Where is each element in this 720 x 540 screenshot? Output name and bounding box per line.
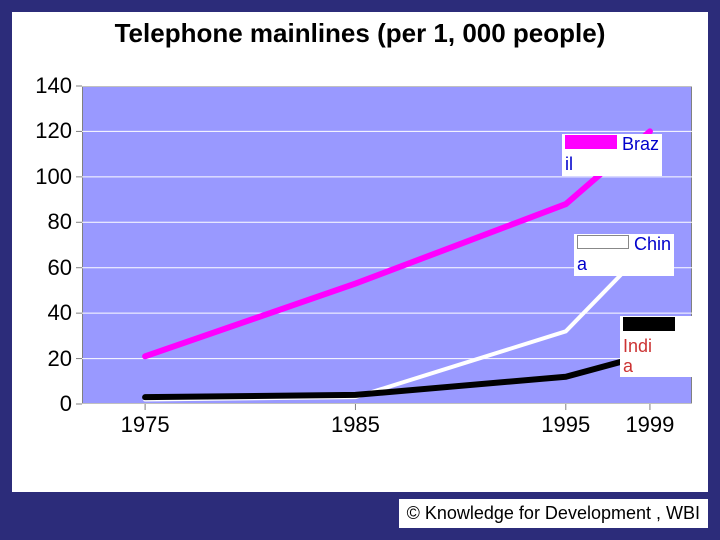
y-tick-label: 80 [22,209,72,235]
y-tick-label: 0 [22,391,72,417]
x-tick-label: 1995 [541,412,590,438]
credit-label: © Knowledge for Development , WBI [399,499,708,528]
legend-swatch [565,135,617,149]
slide-frame: Telephone mainlines (per 1, 000 people) … [0,0,720,540]
legend-text-line1: Braz [622,134,659,154]
y-tick-label: 40 [22,300,72,326]
legend-brazil: Braz il [562,134,662,176]
legend-text-line2: a [577,254,587,274]
x-tick-label: 1985 [331,412,380,438]
y-tick-label: 140 [22,73,72,99]
y-tick-label: 60 [22,255,72,281]
x-tick-label: 1975 [121,412,170,438]
series-line-india [145,354,650,397]
chart-container: 0204060801001201401975198519951999 Brazi… [12,82,708,462]
y-tick-label: 120 [22,118,72,144]
legend-india: India [620,316,708,377]
y-tick-label: 20 [22,346,72,372]
legend-swatch [577,235,629,249]
legend-china: Chin a [574,234,674,276]
legend-text-line1: Indi [623,336,652,356]
x-tick-label: 1999 [625,412,674,438]
legend-text-line2: a [623,356,633,376]
chart-title: Telephone mainlines (per 1, 000 people) [12,12,708,49]
legend-swatch [623,317,675,331]
legend-text-line1: Chin [634,234,671,254]
legend-text-line2: il [565,154,573,174]
y-tick-label: 100 [22,164,72,190]
chart-card: Telephone mainlines (per 1, 000 people) … [12,12,708,492]
